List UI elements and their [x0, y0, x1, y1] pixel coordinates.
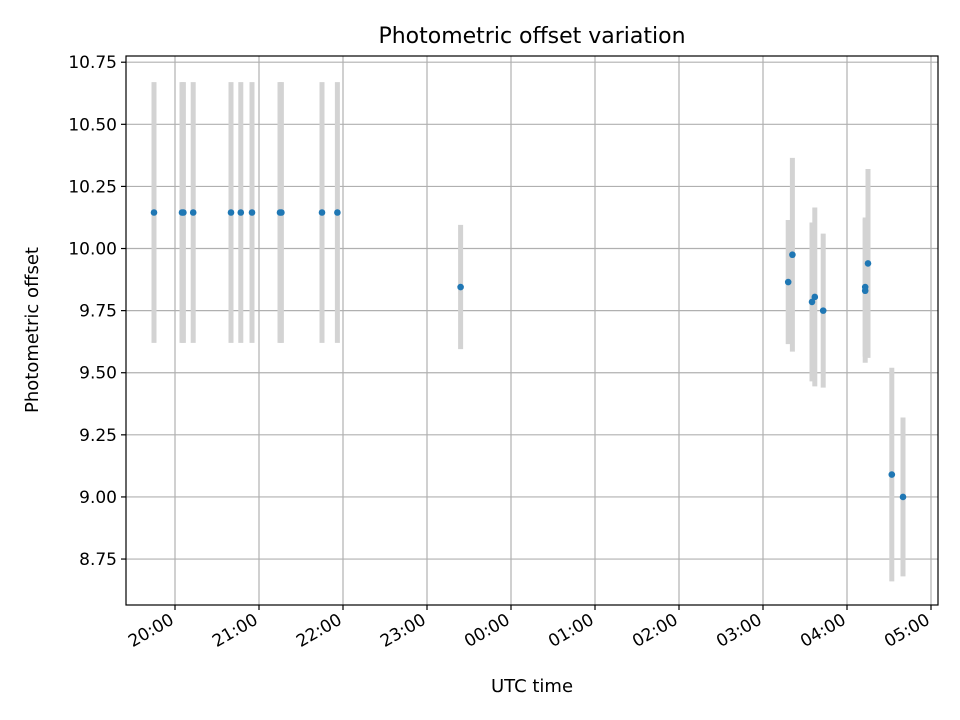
y-tick-label: 10.25: [68, 177, 117, 197]
y-tick-label: 9.25: [79, 426, 117, 446]
point-layer: [150, 209, 907, 501]
data-point: [150, 209, 158, 216]
data-point: [864, 260, 872, 267]
y-axis-label: Photometric offset: [22, 247, 43, 413]
y-tick-label: 9.00: [79, 488, 117, 508]
data-point: [784, 278, 792, 286]
data-point: [237, 209, 245, 216]
y-tick-label: 8.75: [79, 550, 117, 570]
data-point: [808, 298, 816, 306]
y-tick-label: 10.00: [68, 240, 117, 260]
chart-title: Photometric offset variation: [378, 24, 685, 49]
data-point: [189, 209, 197, 216]
y-tick-label: 9.75: [79, 302, 117, 322]
data-point: [899, 493, 907, 501]
y-axis-ticks: 8.75 9.00 9.25 9.50 9.75 10.00 10.25 10.50 10.75: [68, 53, 126, 570]
plot-frame: [125, 55, 939, 606]
data-point: [819, 307, 827, 314]
x-axis-label: UTC time: [491, 676, 573, 697]
data-point: [227, 209, 235, 216]
data-point: [789, 251, 796, 259]
data-point: [811, 293, 819, 301]
data-point: [278, 209, 285, 216]
data-point: [861, 283, 869, 291]
data-point: [888, 471, 896, 478]
data-point: [248, 209, 256, 216]
y-tick-label: 9.50: [79, 364, 117, 384]
y-tick-label: 10.50: [68, 115, 117, 135]
data-point: [318, 209, 326, 216]
data-point: [180, 209, 187, 216]
grid-layer: [126, 56, 938, 605]
y-tick-label: 10.75: [68, 53, 117, 73]
data-point: [457, 283, 464, 291]
data-point: [334, 209, 341, 216]
